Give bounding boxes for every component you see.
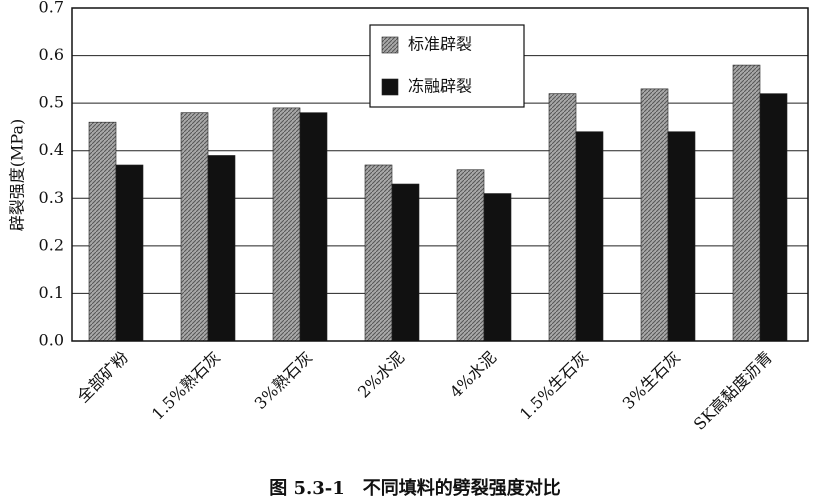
bar [548,93,577,342]
y-tick-label: 0.1 [39,283,64,302]
bar [391,183,420,342]
x-tick-label: 全部矿粉 [73,348,132,407]
x-tick-label: 3%熟石灰 [251,348,316,413]
bar [640,88,669,342]
y-tick-label: 0.4 [39,140,64,159]
bar [667,131,696,342]
bar [483,193,512,342]
bar [732,64,761,342]
plot-frame [71,7,809,342]
legend-swatch [381,36,399,54]
y-tick-label: 0.5 [39,93,64,112]
bar [575,131,604,342]
x-tick-label: SK高黏度沥青 [690,348,776,434]
y-tick-label: 0.0 [39,331,64,350]
x-tick-label: 4%水泥 [446,348,500,402]
legend-label: 标准辟裂 [408,35,472,54]
y-tick-label: 0.2 [39,235,64,254]
legend-label: 冻融辟裂 [408,77,472,96]
caption: 图 5.3-1 不同填料的劈裂强度对比 [269,477,561,499]
x-tick-label: 2%水泥 [354,348,408,402]
y-tick-label: 0.3 [39,188,64,207]
bar [115,164,144,342]
bar [88,121,117,342]
x-tick-label: 1.5%熟石灰 [148,348,224,424]
bar [759,93,788,342]
bar [180,112,209,342]
x-tick-label: 1.5%生石灰 [516,348,592,424]
y-tick-label: 0.7 [39,0,64,17]
bar [456,169,485,342]
legend-swatch [381,78,399,96]
bar [207,155,236,342]
y-axis-label: 辟裂强度(MPa) [8,119,27,231]
y-tick-label: 0.6 [39,45,64,64]
bar [364,164,393,342]
x-tick-label: 3%生石灰 [619,348,684,413]
bar [272,107,301,342]
bar [299,112,328,342]
